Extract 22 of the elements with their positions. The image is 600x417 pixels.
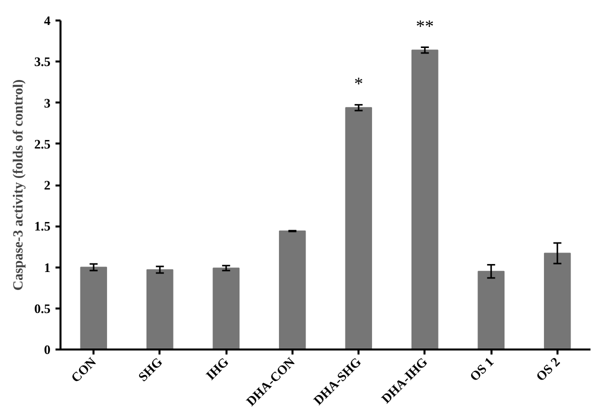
y-tick-label: 1.5 bbox=[34, 218, 51, 234]
y-tick-label: 0 bbox=[44, 342, 50, 357]
y-tick-label: 1 bbox=[44, 260, 50, 275]
y-axis-title: Caspase-3 activity (folds of control) bbox=[11, 79, 26, 291]
y-tick-label: 2.5 bbox=[34, 136, 51, 152]
y-tick-label: 3.5 bbox=[34, 54, 51, 70]
bar bbox=[411, 50, 438, 350]
bar bbox=[212, 268, 240, 350]
bar bbox=[80, 266, 108, 350]
annotation: ** bbox=[416, 16, 434, 36]
bar bbox=[146, 269, 174, 350]
annotation: * bbox=[354, 74, 364, 94]
y-tick-label: 3 bbox=[44, 95, 51, 110]
y-tick-label: 2 bbox=[44, 178, 50, 192]
bar bbox=[544, 252, 571, 350]
x-tick-label: OS 2 bbox=[532, 354, 563, 384]
bar bbox=[345, 107, 372, 350]
bar bbox=[478, 270, 505, 350]
bar bbox=[278, 230, 306, 350]
x-tick-label: OS 1 bbox=[466, 354, 496, 384]
y-tick-label: 4 bbox=[44, 13, 51, 28]
y-tick-label: 0.5 bbox=[34, 300, 51, 316]
